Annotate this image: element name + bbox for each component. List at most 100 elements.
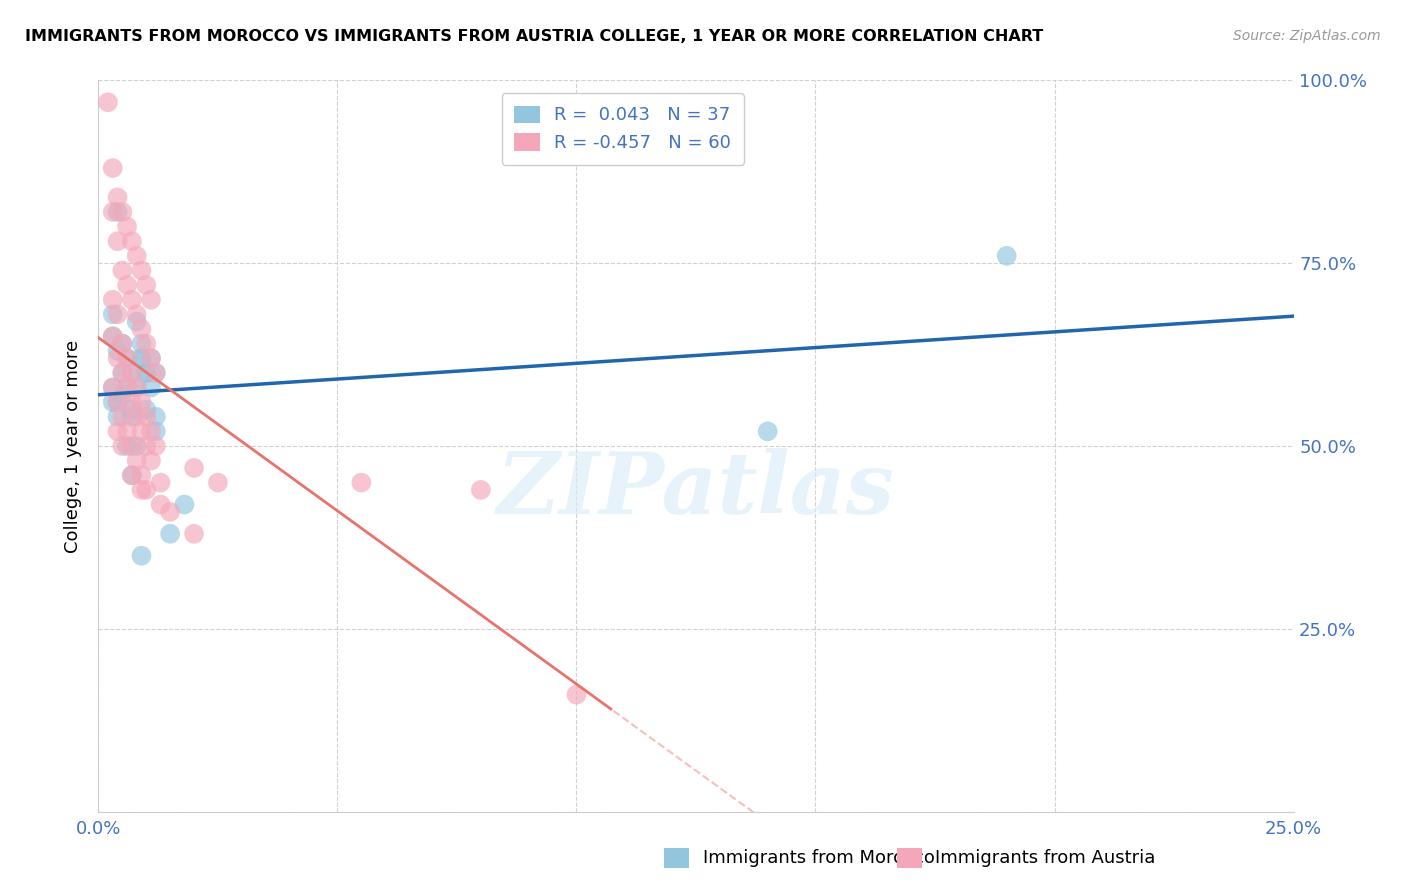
Point xyxy=(111,205,134,219)
Text: IMMIGRANTS FROM MOROCCO VS IMMIGRANTS FROM AUSTRIA COLLEGE, 1 YEAR OR MORE CORRE: IMMIGRANTS FROM MOROCCO VS IMMIGRANTS FR… xyxy=(25,29,1043,45)
Point xyxy=(131,351,153,366)
Text: ZIPatlas: ZIPatlas xyxy=(496,448,896,532)
Point xyxy=(145,425,167,439)
Point xyxy=(139,351,162,366)
Point xyxy=(135,483,157,497)
Point xyxy=(101,380,124,394)
Point xyxy=(97,95,120,110)
Point xyxy=(131,351,153,366)
Point xyxy=(135,409,157,424)
Point xyxy=(145,409,167,424)
Point xyxy=(101,329,124,343)
Point xyxy=(135,366,157,380)
Point xyxy=(350,475,373,490)
Point xyxy=(125,453,148,467)
Point xyxy=(565,688,588,702)
Point xyxy=(135,402,157,417)
Point xyxy=(183,461,205,475)
Point xyxy=(121,366,143,380)
Point xyxy=(139,380,162,394)
Point xyxy=(107,234,129,248)
Point xyxy=(131,395,153,409)
Y-axis label: College, 1 year or more: College, 1 year or more xyxy=(65,340,83,552)
Point xyxy=(101,307,124,321)
Point xyxy=(101,380,124,394)
Point xyxy=(756,425,779,439)
Point xyxy=(125,315,148,329)
Point xyxy=(125,307,148,321)
Point xyxy=(111,336,134,351)
Point xyxy=(207,475,229,490)
Point xyxy=(125,380,148,394)
Point xyxy=(107,409,129,424)
Point xyxy=(121,395,143,409)
Point xyxy=(145,366,167,380)
Point xyxy=(115,439,138,453)
Text: Immigrants from Austria: Immigrants from Austria xyxy=(935,849,1156,867)
Point xyxy=(131,468,153,483)
Point xyxy=(111,366,134,380)
Point xyxy=(173,498,195,512)
Point xyxy=(115,219,138,234)
Point xyxy=(135,336,157,351)
Point xyxy=(111,366,134,380)
Point xyxy=(111,409,134,424)
Text: Immigrants from Morocco: Immigrants from Morocco xyxy=(703,849,935,867)
Point xyxy=(111,263,134,277)
Point xyxy=(149,475,172,490)
Point xyxy=(121,439,143,453)
Point xyxy=(125,439,148,453)
Point xyxy=(995,249,1018,263)
Text: Source: ZipAtlas.com: Source: ZipAtlas.com xyxy=(1233,29,1381,44)
Point xyxy=(111,336,134,351)
Point xyxy=(115,351,138,366)
Point xyxy=(139,351,162,366)
Point xyxy=(121,366,143,380)
Point xyxy=(131,336,153,351)
Point xyxy=(115,425,138,439)
Point xyxy=(125,409,148,424)
Point xyxy=(135,366,157,380)
Point xyxy=(159,526,181,541)
Point xyxy=(101,293,124,307)
Point xyxy=(115,278,138,293)
Point xyxy=(115,351,138,366)
Point xyxy=(111,439,134,453)
Point xyxy=(101,205,124,219)
Legend: R =  0.043   N = 37, R = -0.457   N = 60: R = 0.043 N = 37, R = -0.457 N = 60 xyxy=(502,93,744,165)
Point xyxy=(107,190,129,204)
Point xyxy=(115,380,138,394)
Point xyxy=(131,425,153,439)
Point xyxy=(470,483,492,497)
Point xyxy=(139,425,162,439)
Point xyxy=(121,402,143,417)
Point xyxy=(101,395,124,409)
Point xyxy=(111,388,134,402)
Point xyxy=(183,526,205,541)
Point xyxy=(149,498,172,512)
Point xyxy=(125,380,148,394)
Point xyxy=(145,439,167,453)
Point xyxy=(121,468,143,483)
Point xyxy=(145,366,167,380)
Point xyxy=(107,205,129,219)
Point xyxy=(101,161,124,175)
Point xyxy=(121,409,143,424)
Point xyxy=(115,380,138,394)
Point xyxy=(107,395,129,409)
Point xyxy=(125,249,148,263)
Point xyxy=(131,322,153,336)
Point xyxy=(139,293,162,307)
Point xyxy=(131,263,153,277)
Point xyxy=(139,453,162,467)
Point xyxy=(121,234,143,248)
Point xyxy=(121,468,143,483)
Point xyxy=(131,483,153,497)
Point xyxy=(131,549,153,563)
Point xyxy=(107,307,129,321)
Point xyxy=(135,439,157,453)
Point xyxy=(107,395,129,409)
Point xyxy=(135,278,157,293)
Point xyxy=(101,329,124,343)
Point xyxy=(121,293,143,307)
